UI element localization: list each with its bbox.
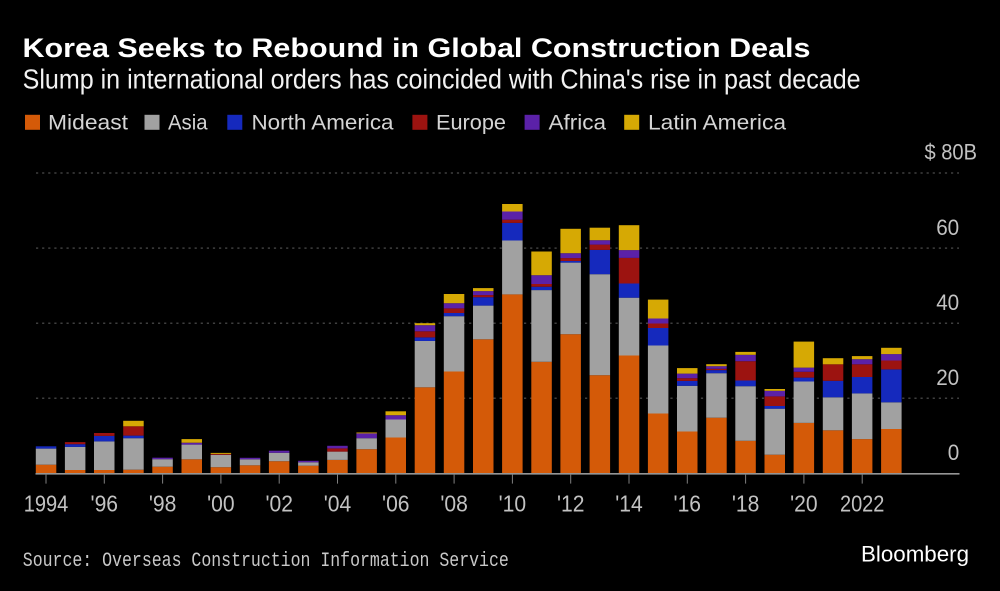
svg-text:2022: 2022	[840, 491, 885, 517]
svg-text:Korea Seeks to Rebound in Glob: Korea Seeks to Rebound in Global Constru…	[23, 33, 811, 63]
svg-text:Africa: Africa	[549, 112, 607, 135]
svg-text:North America: North America	[252, 112, 394, 135]
svg-text:60: 60	[936, 215, 959, 240]
svg-text:'12: '12	[557, 491, 585, 517]
svg-text:Bloomberg: Bloomberg	[861, 542, 969, 567]
svg-text:'04: '04	[324, 491, 352, 517]
svg-text:'98: '98	[149, 491, 177, 517]
svg-text:'02: '02	[265, 491, 293, 517]
svg-text:20: 20	[936, 365, 959, 390]
svg-text:0: 0	[948, 440, 960, 465]
svg-text:Source: Overseas Construction: Source: Overseas Construction Informatio…	[23, 550, 509, 573]
svg-text:Slump in international orders: Slump in international orders has coinci…	[23, 63, 861, 94]
svg-text:'18: '18	[732, 491, 760, 517]
svg-text:'20: '20	[790, 491, 818, 517]
svg-text:$ 80B: $ 80B	[925, 139, 978, 164]
svg-text:'96: '96	[91, 491, 119, 517]
svg-text:Mideast: Mideast	[48, 112, 128, 135]
svg-text:'14: '14	[615, 491, 643, 517]
svg-text:'00: '00	[207, 491, 235, 517]
svg-text:'08: '08	[440, 491, 468, 517]
svg-text:'06: '06	[382, 491, 410, 517]
svg-text:'10: '10	[499, 491, 527, 517]
svg-text:'16: '16	[674, 491, 702, 517]
svg-text:1994: 1994	[24, 491, 69, 517]
svg-text:Europe: Europe	[436, 112, 506, 135]
svg-text:Latin America: Latin America	[648, 112, 786, 135]
svg-text:Asia: Asia	[168, 112, 208, 135]
svg-text:40: 40	[936, 290, 959, 315]
